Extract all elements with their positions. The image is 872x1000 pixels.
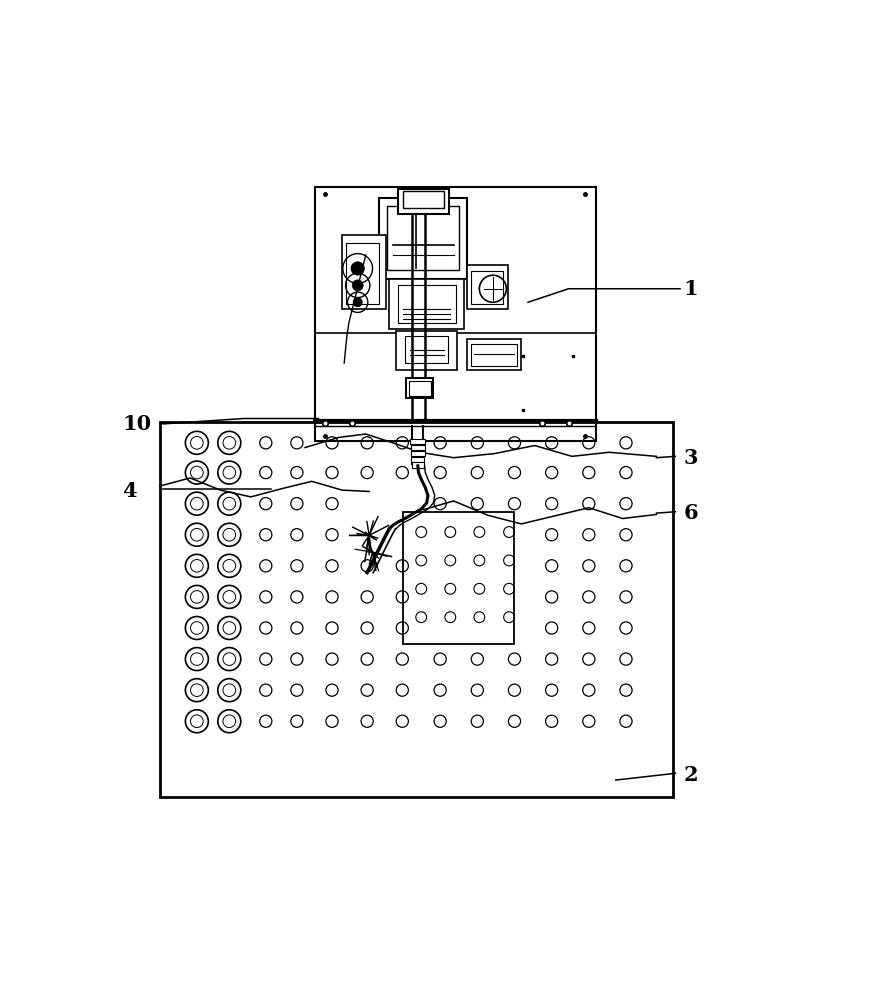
Bar [471,344,516,366]
Bar [387,206,459,270]
Bar [411,451,425,456]
Bar [467,265,508,309]
Text: 6: 6 [684,503,698,523]
Bar [412,462,424,468]
Bar [342,235,386,309]
Bar [403,191,444,208]
Bar [399,285,456,323]
Bar [406,378,433,398]
Bar [390,279,464,329]
Text: 10: 10 [122,414,152,434]
Text: 2: 2 [684,765,698,785]
Bar [467,339,521,370]
Bar [412,457,425,462]
Bar [160,422,673,797]
Circle shape [352,280,363,291]
Bar [411,445,425,450]
Bar [396,331,457,370]
Circle shape [353,298,362,307]
Text: 4: 4 [122,481,137,501]
Bar [379,198,467,279]
Bar [471,271,503,304]
Bar [405,336,448,363]
Bar [399,189,449,214]
Bar [411,439,426,444]
Bar [345,243,379,304]
Bar [409,381,431,396]
Text: 3: 3 [684,448,698,468]
Text: 1: 1 [684,279,698,299]
Bar [403,512,514,644]
Bar [315,187,596,441]
Circle shape [351,262,364,275]
